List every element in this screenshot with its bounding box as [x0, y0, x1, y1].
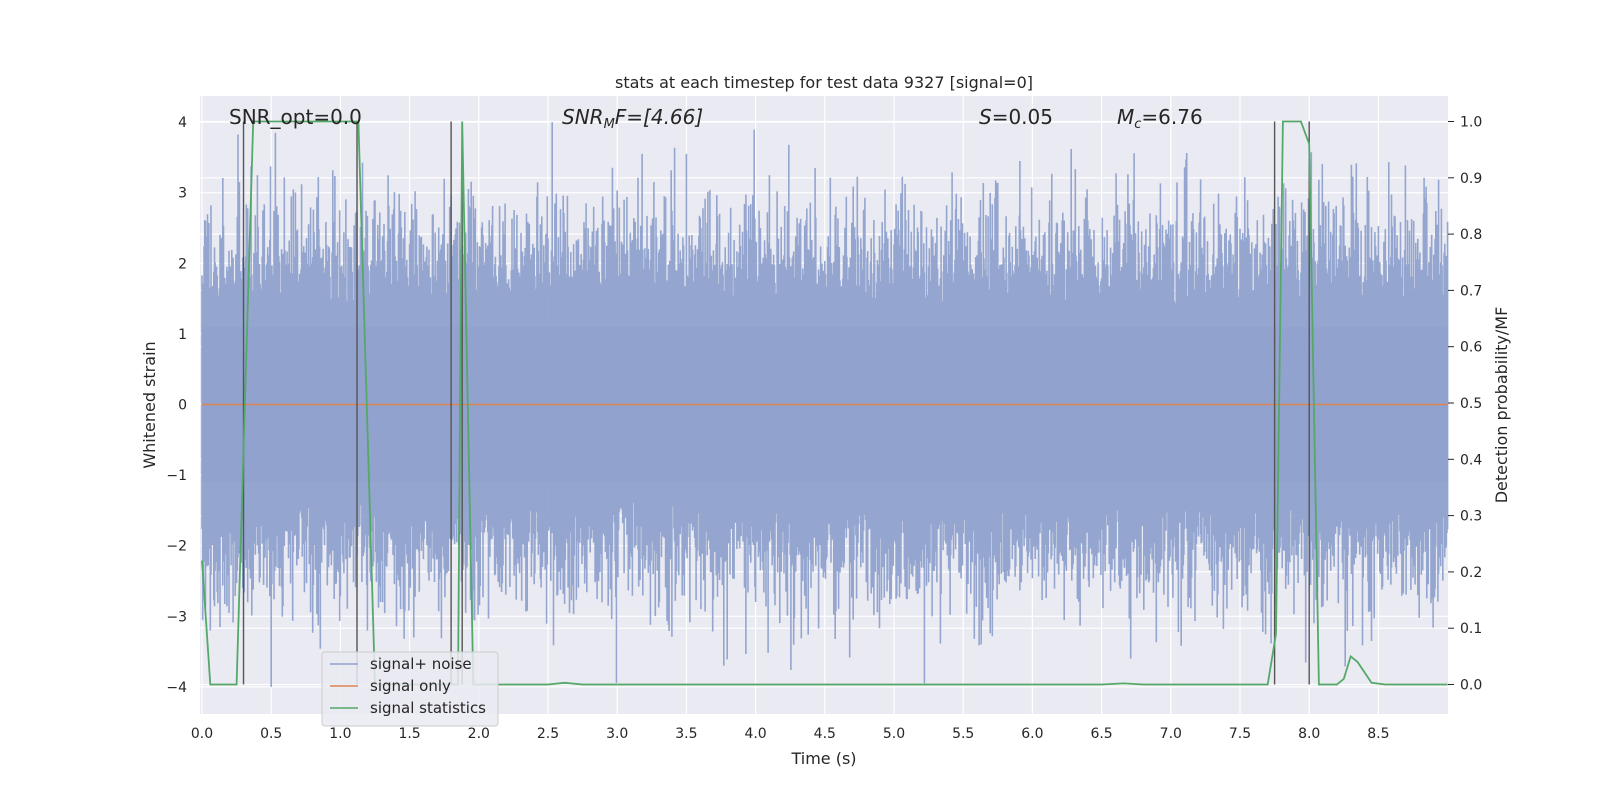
x-tick-label: 7.5: [1229, 726, 1251, 742]
annotation-snr-opt: SNR_opt=0.0: [229, 105, 362, 129]
annotation-s-rest: =0.05: [992, 105, 1053, 129]
x-tick-label: 8.0: [1298, 726, 1320, 742]
annotation-snr-mf-sub: M: [604, 117, 615, 132]
y2-tick-label: 0.9: [1460, 171, 1482, 187]
y-tick-label: −2: [166, 539, 187, 555]
series-signal-statistics: [201, 120, 1448, 686]
legend-label-signal-statistics: signal statistics: [370, 699, 486, 717]
y2-tick-label: 0.5: [1460, 396, 1482, 412]
x-tick-label: 3.5: [675, 726, 697, 742]
y2-tick-label: 0.6: [1460, 340, 1482, 356]
y-axis-ticks: 4 3 2 1 0 −1 −2 −3 −4: [166, 115, 187, 696]
y-tick-label: −3: [166, 609, 187, 625]
x-tick-label: 3.0: [606, 726, 628, 742]
y2-tick-label: 0.0: [1460, 678, 1482, 694]
y-tick-label: 4: [178, 115, 187, 131]
y-tick-label: −4: [166, 680, 187, 696]
annotation-snr-mf-rest: F=[4.66]: [615, 105, 703, 129]
x-tick-label: 8.5: [1367, 726, 1389, 742]
annotation-mc: Mc=6.76: [1117, 105, 1203, 132]
legend-label-signal-plus-noise: signal+ noise: [370, 655, 472, 673]
x-tick-label: 6.0: [1021, 726, 1043, 742]
annotation-s-main: S: [979, 105, 992, 129]
y2-tick-label: 1.0: [1460, 115, 1482, 131]
x-tick-label: 4.0: [744, 726, 766, 742]
annotation-snr-mf-main: SNR: [562, 105, 604, 129]
x-tick-label: 2.5: [537, 726, 559, 742]
x-tick-label: 0.0: [191, 726, 213, 742]
y2-tick-label: 0.3: [1460, 509, 1482, 525]
y2-axis-ticks: 1.0 0.9 0.8 0.7 0.6 0.5 0.4 0.3 0.2 0.1 0.0: [1448, 115, 1482, 694]
annotation-snr-mf: SNRMF=[4.66]: [562, 105, 703, 132]
annotation-s: S=0.05: [979, 105, 1053, 129]
x-tick-label: 7.0: [1160, 726, 1182, 742]
vertical-markers: [242, 121, 1310, 685]
y-tick-label: 0: [178, 398, 187, 414]
y-tick-label: 3: [178, 186, 187, 202]
x-axis-ticks: 0.0 0.5 1.0 1.5 2.0 2.5 3.0 3.5 4.0 4.5 5.0 5.5 6.0 6…: [191, 726, 1390, 742]
x-tick-label: 5.0: [883, 726, 905, 742]
y-axis-label: Whitened strain: [140, 341, 159, 468]
legend-label-signal-only: signal only: [370, 677, 451, 695]
x-tick-label: 6.5: [1090, 726, 1112, 742]
x-tick-label: 0.5: [260, 726, 282, 742]
annotation-mc-main: M: [1117, 105, 1134, 129]
x-tick-label: 1.0: [329, 726, 351, 742]
signal-statistics-line: [201, 120, 1448, 686]
y2-tick-label: 0.4: [1460, 452, 1482, 468]
x-tick-label: 1.5: [398, 726, 420, 742]
annotation-mc-sub: c: [1134, 117, 1141, 132]
x-tick-label: 2.0: [468, 726, 490, 742]
x-tick-label: 5.5: [952, 726, 974, 742]
y2-axis-label: Detection probability/MF: [1492, 307, 1511, 504]
y2-tick-label: 0.2: [1460, 565, 1482, 581]
y-tick-label: −1: [166, 468, 187, 484]
x-tick-label: 4.5: [814, 726, 836, 742]
y-tick-label: 2: [178, 256, 187, 272]
annotation-mc-rest: =6.76: [1141, 105, 1202, 129]
y-tick-label: 1: [178, 327, 187, 343]
x-axis-label: Time (s): [790, 749, 856, 768]
chart-title: stats at each timestep for test data 932…: [615, 73, 1033, 92]
y2-tick-label: 0.1: [1460, 621, 1482, 637]
y2-tick-label: 0.8: [1460, 227, 1482, 243]
legend: signal+ noise signal only signal statist…: [321, 651, 499, 727]
y2-tick-label: 0.7: [1460, 283, 1482, 299]
legend-box: [321, 651, 499, 727]
